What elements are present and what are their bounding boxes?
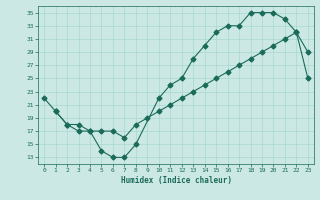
X-axis label: Humidex (Indice chaleur): Humidex (Indice chaleur) [121, 176, 231, 185]
